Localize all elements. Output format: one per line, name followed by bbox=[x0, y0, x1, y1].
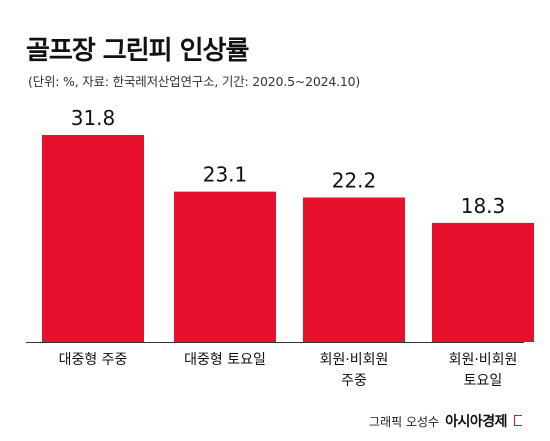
category-label-1-1: 대중형 주중 bbox=[59, 352, 128, 368]
bar-2 bbox=[174, 191, 276, 342]
graphic-credit: 그래픽 오성수 bbox=[369, 415, 440, 429]
category-label-4-1: 회원·비회원 bbox=[449, 352, 518, 368]
credit-footer: 그래픽 오성수 아시아경제 bbox=[369, 411, 522, 431]
brand-mark-icon bbox=[514, 415, 522, 426]
value-label-4: 18.3 bbox=[461, 194, 506, 218]
value-label-1: 31.8 bbox=[71, 106, 116, 130]
category-label-3-1: 회원·비회원 bbox=[320, 352, 389, 368]
bar-3 bbox=[303, 197, 405, 342]
value-label-3: 22.2 bbox=[332, 168, 377, 192]
chart-subtitle: (단위: %, 자료: 한국레저산업연구소, 기간: 2020.5~2024.1… bbox=[28, 74, 361, 89]
category-label-4-2: 토요일 bbox=[464, 373, 503, 389]
value-label-2: 23.1 bbox=[203, 163, 248, 187]
bar-1 bbox=[42, 135, 144, 342]
bar-4 bbox=[432, 222, 534, 342]
category-label-2-1: 대중형 토요일 bbox=[184, 352, 266, 368]
brand-logo-text: 아시아경제 bbox=[445, 414, 507, 430]
category-label-3-2: 주중 bbox=[341, 373, 367, 389]
chart-title: 골프장 그린피 인상률 bbox=[26, 36, 249, 66]
